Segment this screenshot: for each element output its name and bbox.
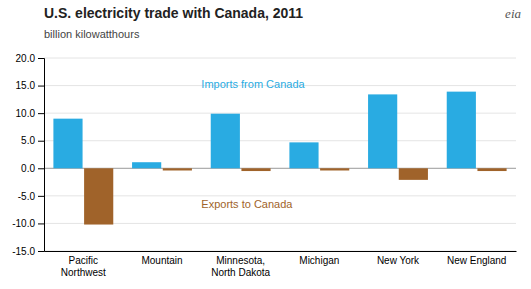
- bar: [368, 94, 397, 168]
- tick-label-line: New York: [377, 255, 420, 266]
- bar: [241, 168, 270, 171]
- tick-label: -10.0: [12, 218, 35, 229]
- tick-mark: [38, 86, 44, 87]
- series-label: Imports from Canada: [201, 78, 305, 90]
- y-axis: -15.0 -10.0 -5.0 0.0 5.0 10.0 15.0 20.0: [12, 53, 44, 257]
- tick-label-line: Pacific: [69, 255, 98, 266]
- grid: [44, 58, 516, 251]
- bar: [399, 168, 428, 180]
- tick-mark: [38, 58, 44, 59]
- tick: 15.0: [16, 80, 44, 91]
- subtitle: billion kilowatthours: [44, 28, 140, 40]
- grid-line: [44, 140, 516, 141]
- annotation: eia: [505, 6, 521, 21]
- grid-line: [44, 113, 516, 114]
- y-axis-line: [38, 59, 45, 252]
- grid-line: [44, 195, 516, 196]
- grid-line: [44, 251, 516, 252]
- tick-label-line: Northwest: [61, 267, 106, 278]
- tick-label: New England: [447, 255, 506, 266]
- bar: [163, 168, 192, 170]
- x-axis: PacificNorthwest Mountain Minnesota,North …: [45, 251, 517, 278]
- tick-label-line: Michigan: [299, 255, 339, 266]
- zero-line: [44, 168, 516, 169]
- tick-mark: [38, 251, 44, 252]
- tick-label: 5.0: [21, 135, 35, 146]
- tick: New England: [447, 251, 506, 266]
- tick: -15.0: [12, 246, 44, 257]
- tick: 20.0: [16, 53, 44, 64]
- tick: PacificNorthwest: [61, 251, 106, 278]
- tick: 10.0: [16, 108, 44, 119]
- tick-mark: [38, 196, 44, 197]
- tick: Minnesota,North Dakota: [211, 251, 270, 278]
- tick-label-line: Mountain: [141, 255, 182, 266]
- tick: Mountain: [141, 251, 182, 266]
- tick-label: 10.0: [16, 108, 36, 119]
- tick: 5.0: [21, 135, 44, 146]
- series: [53, 92, 475, 169]
- bar: [84, 168, 113, 224]
- bar: [132, 162, 161, 168]
- tick-mark: [38, 141, 44, 142]
- title: U.S. electricity trade with Canada, 2011: [44, 5, 303, 21]
- tick-label: New York: [377, 255, 420, 266]
- grid-line: [44, 58, 516, 59]
- bars: [53, 92, 506, 225]
- bar: [447, 92, 476, 169]
- tick-mark: [38, 223, 44, 224]
- tick: -5.0: [18, 191, 44, 202]
- bar: [53, 119, 82, 169]
- tick-label-line: New England: [447, 255, 506, 266]
- tick: -10.0: [12, 218, 44, 229]
- tick: Michigan: [299, 251, 339, 266]
- bar: [477, 168, 506, 171]
- bar: [289, 142, 318, 168]
- tick-label: -5.0: [18, 191, 36, 202]
- tick-label-line: North Dakota: [211, 267, 270, 278]
- bar: [211, 114, 240, 169]
- tick-label: PacificNorthwest: [61, 255, 106, 278]
- tick-label: 0.0: [21, 163, 35, 174]
- chart: U.S. electricity trade with Canada, 2011…: [0, 0, 531, 289]
- tick-label: Minnesota,North Dakota: [211, 255, 270, 278]
- x-axis-line: [45, 251, 517, 252]
- tick: 0.0: [21, 163, 44, 174]
- series-label: Exports to Canada: [201, 198, 293, 210]
- tick-label: Michigan: [299, 255, 339, 266]
- grid-line: [44, 223, 516, 224]
- tick-label: -15.0: [12, 246, 35, 257]
- tick: New York: [377, 251, 420, 266]
- tick-label: 15.0: [16, 80, 36, 91]
- tick-label-line: Minnesota,: [216, 255, 265, 266]
- bar: [320, 168, 349, 170]
- plot: -15.0-10.0-5.00.05.010.015.020.0PacificN…: [12, 53, 516, 278]
- tick-mark: [38, 113, 44, 114]
- tick-mark: [38, 168, 44, 169]
- tick-label: 20.0: [16, 53, 36, 64]
- series: [84, 168, 506, 224]
- tick-label: Mountain: [141, 255, 182, 266]
